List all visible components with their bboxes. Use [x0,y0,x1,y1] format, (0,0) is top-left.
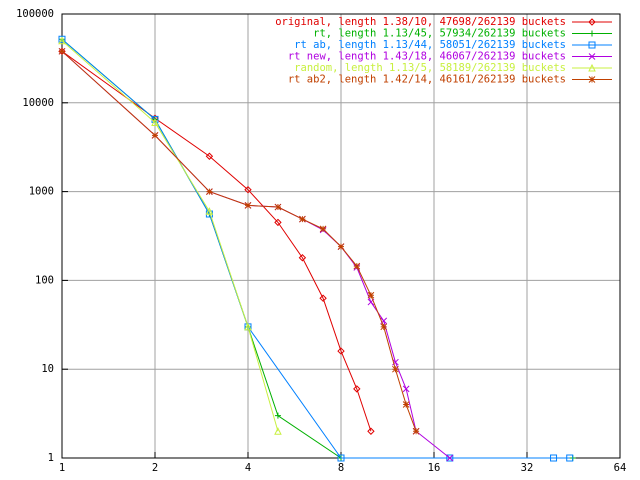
x-tick-label: 32 [521,462,534,474]
y-tick-label: 10 [41,363,54,375]
marker [274,412,281,419]
marker [588,18,596,26]
marker [205,207,214,215]
legend-label: original, length 1.38/10, 47698/262139 b… [275,16,566,28]
y-tick-label: 100000 [16,8,54,20]
marker [205,152,214,160]
marker [566,454,574,462]
y-tick-label: 1000 [29,186,54,198]
marker [319,225,327,233]
x-tick-label: 8 [338,462,344,474]
marker [588,53,596,60]
legend-label: rt ab, length 1.13/44, 58051/262139 buck… [294,39,566,51]
series-line [61,50,417,432]
legend-label: rt ab2, length 1.42/14, 46161/262139 buc… [288,74,566,86]
x-tick-label: 16 [428,462,441,474]
legend-label: rt new, length 1.43/18, 46067/262139 buc… [288,51,566,63]
marker [298,254,307,262]
marker [151,118,159,126]
marker [550,454,558,462]
marker [244,186,252,194]
y-tick-label: 100 [35,274,54,286]
marker [337,454,345,462]
marker [402,385,410,393]
marker [588,41,596,49]
series-line [61,38,570,459]
series-line [61,50,372,432]
marker [337,243,345,250]
marker [380,323,388,331]
marker [274,203,282,211]
marker [392,365,399,373]
series-line [61,38,573,459]
x-tick-label: 64 [614,462,627,474]
marker [367,291,375,299]
y-tick-label: 1 [48,452,54,464]
marker [244,322,252,331]
legend-label: random, length 1.13/5, 58189/262139 buck… [294,62,566,74]
marker [353,262,361,270]
marker [588,76,596,83]
legend-label: rt, length 1.13/45, 57934/262139 buckets [313,28,566,40]
marker [588,63,596,72]
marker [274,427,282,435]
marker [58,35,66,43]
marker [206,188,213,195]
marker [589,30,595,37]
marker [353,385,361,393]
marker [319,294,327,302]
marker [151,131,159,139]
x-tick-label: 1 [59,462,65,474]
marker [58,36,66,45]
x-tick-label: 4 [245,462,251,474]
marker [412,427,420,435]
x-tick-label: 2 [152,462,158,474]
marker [446,454,454,462]
marker [244,202,252,209]
series-line [61,50,451,459]
series-line [61,40,279,432]
marker [274,218,282,227]
marker [58,47,66,55]
marker [299,215,306,223]
marker [337,347,345,355]
y-tick-label: 10000 [22,97,54,109]
marker [402,401,410,408]
marker [367,427,375,435]
